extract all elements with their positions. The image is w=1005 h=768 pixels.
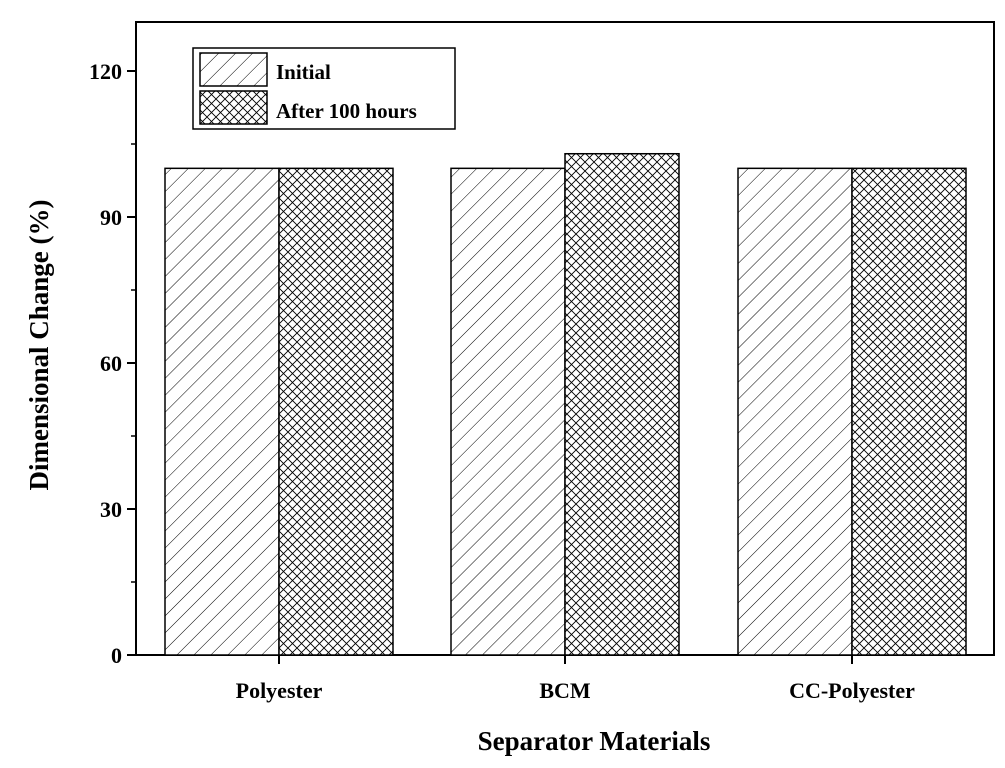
bar-cc-polyester-initial [737, 167, 853, 656]
y-axis-title: Dimensional Change (%) [24, 199, 54, 490]
y-tick-label: 90 [100, 205, 122, 230]
y-tick-label: 30 [100, 497, 122, 522]
x-tick-label: Polyester [236, 678, 323, 703]
y-tick-label: 0 [111, 643, 122, 668]
legend: Initial After 100 hours [192, 47, 456, 130]
legend-label-after: After 100 hours [276, 99, 417, 123]
x-tick-label: CC-Polyester [789, 678, 915, 703]
legend-swatch-initial [199, 52, 268, 87]
bar-polyester-initial [164, 167, 280, 656]
legend-swatch-after [199, 90, 268, 125]
bar-bcm-after-100-hours [564, 152, 680, 656]
x-tick-label: BCM [539, 678, 591, 703]
bar-polyester-after-100-hours [278, 167, 394, 656]
y-tick-label: 60 [100, 351, 122, 376]
x-axis-title: Separator Materials [478, 726, 711, 756]
bar-cc-polyester-after-100-hours [851, 167, 967, 656]
bar-bcm-initial [450, 167, 566, 656]
legend-label-initial: Initial [276, 60, 331, 84]
y-tick-label: 120 [89, 59, 122, 84]
